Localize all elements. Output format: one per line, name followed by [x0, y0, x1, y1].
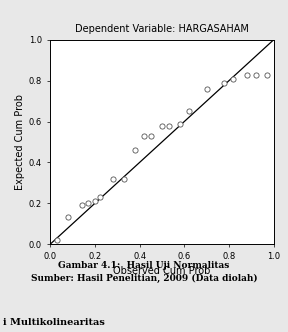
Text: i Multikolinearitas: i Multikolinearitas	[3, 318, 105, 327]
Point	[122, 176, 126, 181]
Point	[265, 72, 269, 77]
Point	[133, 147, 137, 153]
Point	[97, 195, 102, 200]
Point	[204, 86, 209, 92]
Point	[55, 237, 59, 243]
Point	[222, 80, 227, 85]
Point	[79, 203, 84, 208]
Point	[166, 123, 171, 128]
Point	[142, 133, 146, 138]
Point	[86, 201, 91, 206]
Point	[93, 199, 97, 204]
Point	[245, 72, 249, 77]
Point	[111, 176, 115, 181]
Point	[231, 76, 236, 81]
Text: Sumber: Hasil Penelitian, 2009 (Data diolah): Sumber: Hasil Penelitian, 2009 (Data dio…	[31, 274, 257, 283]
X-axis label: Observed Cum Prob: Observed Cum Prob	[113, 266, 211, 276]
Point	[253, 72, 258, 77]
Text: Dependent Variable: HARGASAHAM: Dependent Variable: HARGASAHAM	[75, 24, 249, 34]
Point	[160, 123, 164, 128]
Point	[177, 121, 182, 126]
Y-axis label: Expected Cum Prob: Expected Cum Prob	[15, 94, 25, 190]
Point	[66, 215, 71, 220]
Text: Gambar 4.1:  Hasil Uji Normalitas: Gambar 4.1: Hasil Uji Normalitas	[58, 261, 230, 270]
Point	[149, 133, 153, 138]
Point	[187, 109, 191, 114]
